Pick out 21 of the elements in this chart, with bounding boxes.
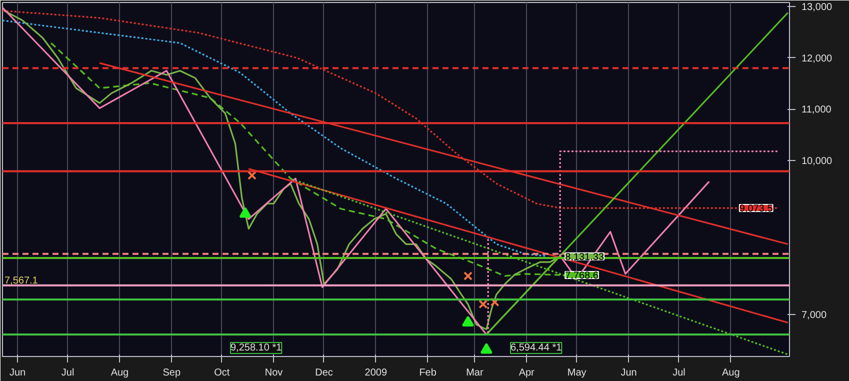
y-tick-label: 7,000 (802, 310, 827, 321)
x-tick-label: Sep (162, 368, 181, 378)
ref-line-label: 7,567.1 (4, 275, 38, 286)
x-tick-label: Dec (315, 368, 333, 378)
x-tick-label: Apr (518, 368, 536, 378)
x-tick-label: Aug (722, 368, 740, 378)
x-tick-label: Nov (264, 368, 283, 378)
x-tick-label: Mar (466, 368, 484, 378)
x-tick-label: Jun (620, 368, 637, 378)
x-tick-label: Jun (10, 368, 26, 378)
y-tick-label: 11,000 (802, 104, 832, 116)
x-tick-label: Jul (672, 368, 686, 378)
y-tick-label: 10,000 (802, 156, 833, 168)
x-tick-label: Feb (419, 368, 437, 378)
y-tick-label: 13,000 (802, 2, 833, 14)
x-tick-label: Jul (61, 368, 74, 378)
y-tick-label: 12,000 (802, 53, 833, 64)
x-tick-label: Aug (110, 368, 129, 378)
x-tick-label: May (567, 368, 586, 378)
x-tick-label: 2009 (364, 368, 388, 378)
x-tick-label: Oct (214, 368, 230, 378)
